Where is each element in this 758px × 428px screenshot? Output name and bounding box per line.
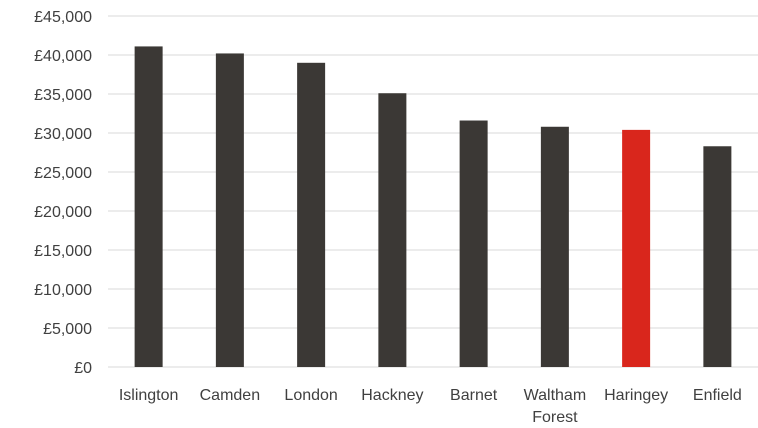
x-tick-label-line: London xyxy=(284,387,337,404)
bar-enfield xyxy=(703,146,732,367)
bar-waltham-forest xyxy=(540,126,569,367)
bar-camden xyxy=(215,53,244,367)
y-axis-tick-labels: £0 £5,000 £10,000 £15,000 £20,000 £25,000 £30,… xyxy=(34,9,92,377)
y-tick-label: £45,000 xyxy=(34,9,92,26)
bar-london xyxy=(297,62,326,368)
x-tick-label: London xyxy=(284,387,337,404)
x-tick-label: Hackney xyxy=(361,387,423,404)
y-tick-label: £30,000 xyxy=(34,126,92,143)
y-tick-label: £35,000 xyxy=(34,87,92,104)
bar-islington xyxy=(134,46,163,368)
y-tick-label: £25,000 xyxy=(34,165,92,182)
bar-barnet xyxy=(459,120,488,368)
x-tick-label-line: Enfield xyxy=(693,387,742,404)
x-tick-label: Haringey xyxy=(604,387,668,404)
x-axis-category-labels: Islington Camden London Hackney Barnet Waltha… xyxy=(119,387,742,426)
y-tick-label: £15,000 xyxy=(34,243,92,260)
x-tick-label: Barnet xyxy=(450,387,498,404)
bar-haringey xyxy=(622,129,651,367)
x-tick-label-line: Forest xyxy=(532,409,578,426)
x-tick-label: Islington xyxy=(119,387,179,404)
y-tick-label: £0 xyxy=(74,360,92,377)
y-tick-label: £20,000 xyxy=(34,204,92,221)
gridlines xyxy=(108,15,758,368)
x-tick-label-line: Camden xyxy=(200,387,260,404)
y-tick-label: £5,000 xyxy=(43,321,92,338)
y-tick-label: £40,000 xyxy=(34,48,92,65)
bar-hackney xyxy=(378,93,407,367)
y-tick-label: £10,000 xyxy=(34,282,92,299)
x-tick-label-line: Hackney xyxy=(361,387,423,404)
x-tick-label-line: Waltham xyxy=(524,387,587,404)
x-tick-label-line: Barnet xyxy=(450,387,498,404)
x-tick-label-line: Haringey xyxy=(604,387,668,404)
x-tick-label: Waltham Forest xyxy=(524,387,587,426)
x-tick-label-line: Islington xyxy=(119,387,179,404)
bars xyxy=(134,46,732,368)
x-tick-label: Camden xyxy=(200,387,260,404)
x-tick-label: Enfield xyxy=(693,387,742,404)
